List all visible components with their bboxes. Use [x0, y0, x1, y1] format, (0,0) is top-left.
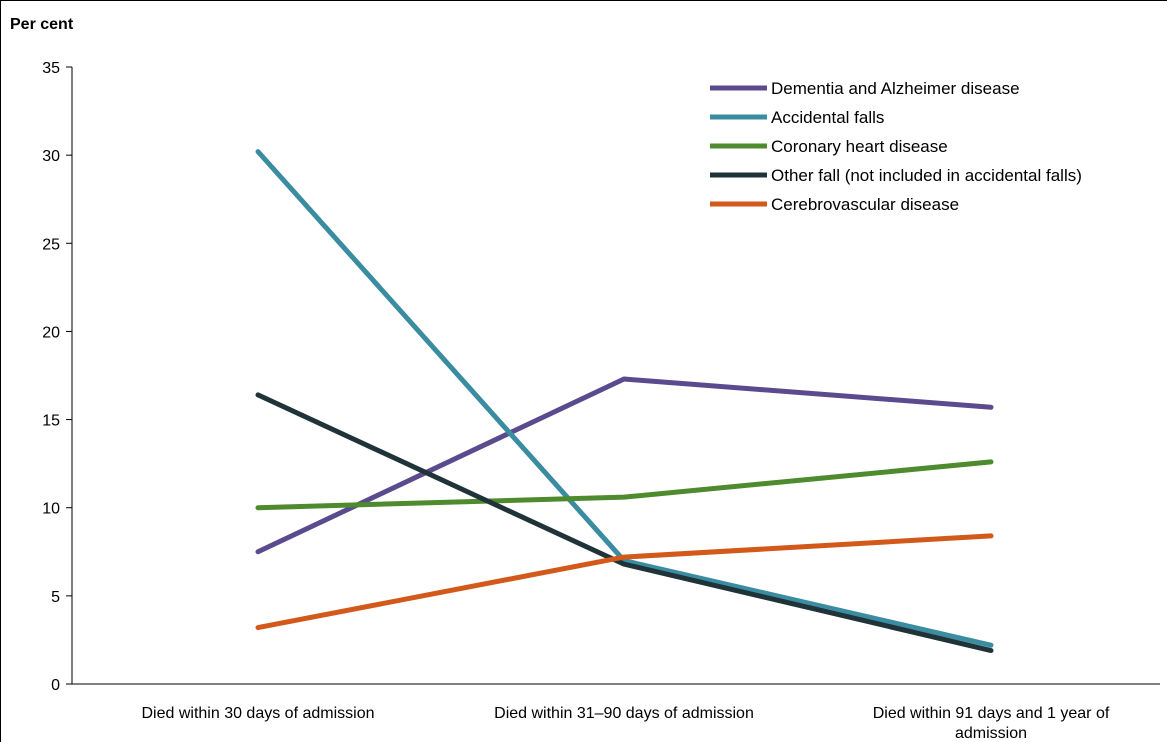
legend-label: Cerebrovascular disease	[771, 195, 959, 214]
series-line-4	[255, 533, 994, 631]
y-tick-label: 20	[42, 324, 60, 341]
legend-label: Coronary heart disease	[771, 137, 948, 156]
x-tick-label: Died within 30 days of admission	[141, 705, 374, 722]
series-line-3	[255, 392, 994, 654]
y-tick-label: 5	[51, 589, 60, 606]
legend-label: Dementia and Alzheimer disease	[771, 79, 1020, 98]
y-tick-label: 10	[42, 501, 60, 518]
series-line-0	[255, 376, 994, 555]
x-tick-label: Died within 91 days and 1 year of admissi…	[873, 705, 1110, 742]
y-tick-label: 15	[42, 413, 60, 430]
y-tick-label: 25	[42, 236, 60, 253]
y-tick-label: 30	[42, 148, 60, 165]
y-tick-label: 35	[42, 60, 60, 77]
legend-label: Other fall (not included in accidental f…	[771, 166, 1082, 185]
series-line-1	[255, 149, 994, 648]
series-line-2	[255, 459, 994, 511]
y-axis-title: Per cent	[10, 16, 74, 33]
x-tick-label: Died within 31–90 days of admission	[494, 705, 754, 722]
y-tick-label: 0	[51, 677, 60, 694]
legend-label: Accidental falls	[771, 108, 884, 127]
